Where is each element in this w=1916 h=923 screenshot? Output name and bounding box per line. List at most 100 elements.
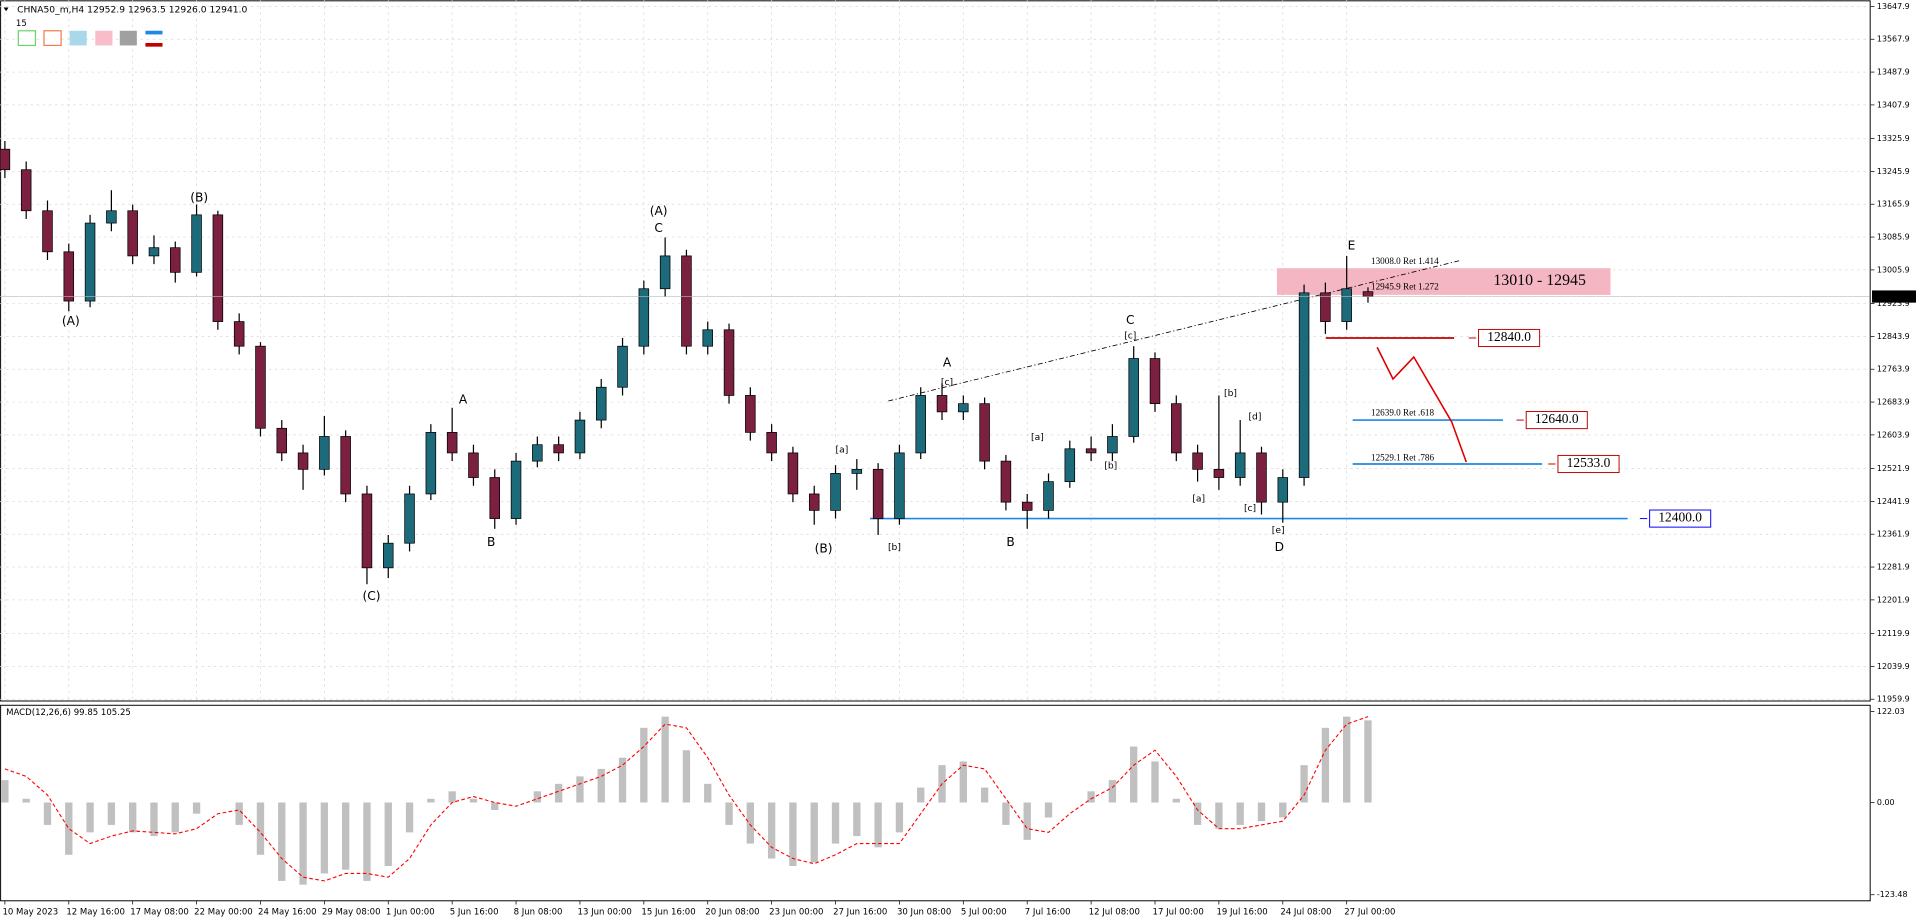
macd-bar [171,802,179,833]
wave-label: [c] [941,377,953,388]
candle-body [191,214,202,273]
fib-label: 12945.9 Ret 1.272 [1371,281,1439,291]
wave-label: C [1126,313,1135,327]
level-label: 12840.0 [1487,329,1531,344]
macd-bar [491,802,499,810]
macd-bar [469,798,478,803]
macd-bar [192,802,201,814]
macd-bar [1,780,9,803]
macd-bar [1108,780,1117,803]
wave-label: [b] [1224,388,1237,399]
wave-label: E [1348,238,1356,252]
macd-bar [725,802,733,825]
candle-body [127,210,138,257]
macd-bar [22,798,30,803]
y-tick-label: 12843.9 [1877,332,1910,341]
x-tick-label: 12 May 16:00 [66,907,125,917]
macd-bar [1151,761,1159,803]
macd-bar [363,802,371,881]
candle-body [872,468,884,519]
wave-label: C [654,221,663,235]
macd-bar [767,802,776,859]
y-tick-label: 12039.9 [1877,662,1910,671]
swatch[interactable] [95,30,113,46]
swatch[interactable] [145,42,163,47]
swatch[interactable] [145,30,163,35]
wave-label: (A) [62,314,80,328]
x-tick-label: 27 Jul 00:00 [1344,907,1395,917]
candle-body [84,222,96,302]
plot: 13010 - 12945 12840.0 12640.0 12533.0 12400.… [0,140,1870,885]
macd-bar [533,791,542,803]
macd-bar [1172,798,1180,803]
macd-bar [256,802,265,855]
macd-panel-frame [0,704,1871,902]
macd-bar [1236,802,1244,825]
macd-bar [427,798,435,803]
macd-bar [554,783,563,803]
x-tick-label: 10 May 2023 [2,907,58,917]
candle-body [446,432,458,454]
candle-body [681,255,692,347]
macd-signal-line [4,716,1369,882]
macd-bar [278,802,286,881]
candle-body [1171,403,1182,454]
wave-label: D [1275,540,1284,554]
swatch[interactable] [17,30,37,47]
x-tick-label: 27 Jun 16:00 [833,907,887,917]
wave-label: A [459,392,468,406]
candle-body [532,444,543,462]
swatch[interactable] [119,30,137,46]
candle-body [1341,288,1352,322]
level-label-box [1649,509,1712,528]
candle-body [617,345,628,388]
macd-bar [1023,802,1031,840]
fib-label: 13008.0 Ret 1.414 [1371,256,1439,266]
candle-body [42,210,53,253]
macd-bar [65,802,73,855]
candle-body [404,493,415,544]
candle-body [894,452,905,519]
x-tick-label: 23 Jun 00:00 [769,907,823,917]
candle-body [255,345,266,429]
macd-bar [405,802,414,833]
macd-bar [597,768,605,803]
wave-label: (B) [815,541,833,555]
candle-body [723,329,735,396]
candle-body [0,148,11,171]
level-label: 12533.0 [1567,455,1611,470]
trend-line [888,260,1461,402]
x-tick-label: 12 Jul 08:00 [1089,907,1140,917]
macd-bar [980,787,989,803]
x-tick-label: 15 Jun 16:00 [641,907,695,917]
macd-bar [576,776,584,803]
fib-label: 12529.1 Ret .786 [1371,453,1434,463]
candle-body [958,403,969,413]
toolbar-swatches [17,30,163,47]
candle-body [745,395,756,433]
x-tick-label: 7 Jul 16:00 [1025,907,1071,917]
candle-body [297,452,309,470]
wave-label: [a] [1192,493,1205,504]
swatch[interactable] [69,30,87,46]
candle-body [1362,291,1374,297]
macd-bar [1193,802,1202,825]
x-tick-label: 1 Jun 00:00 [386,907,435,917]
macd-y-tick-label: -123.48 [1877,890,1908,899]
x-tick-label: 13 Jun 00:00 [578,907,632,917]
x-tick-label: 8 Jun 08:00 [514,907,563,917]
swatch[interactable] [43,30,62,47]
candle-body [1320,292,1331,322]
macd-bar [107,802,116,825]
y-tick-label: 12281.9 [1877,563,1910,572]
x-tick-label: 24 May 16:00 [258,907,317,917]
candle-body [1192,452,1203,470]
macd-bar [810,802,818,863]
candle-body [1000,460,1012,503]
wave-label: (A) [650,204,668,218]
level-label: 12640.0 [1535,411,1579,426]
candle-body [766,432,777,454]
candle-body [808,493,820,511]
macd-bar [746,802,754,844]
